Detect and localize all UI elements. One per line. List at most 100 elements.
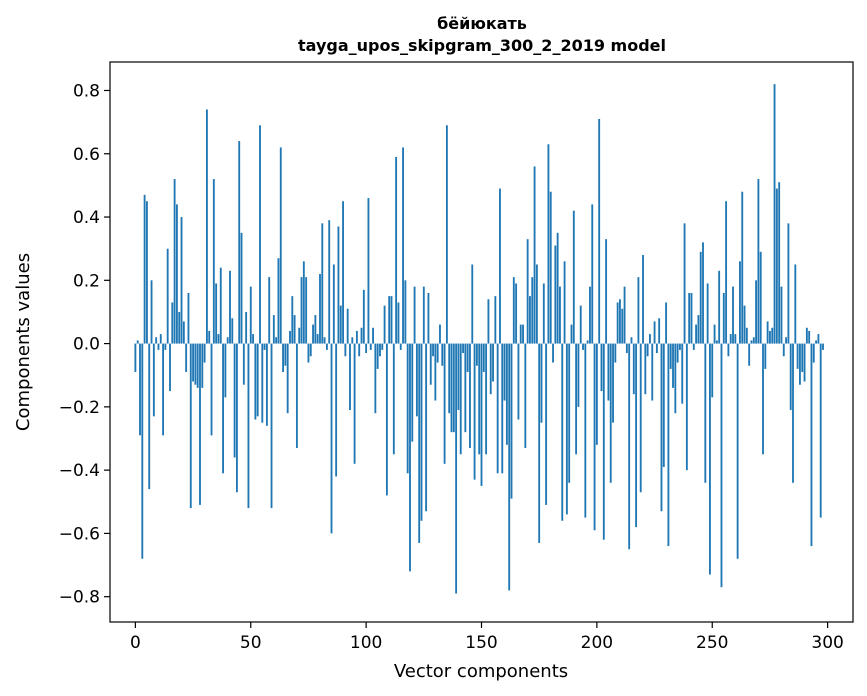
bar bbox=[789, 343, 792, 411]
bar bbox=[215, 283, 218, 344]
bar bbox=[600, 343, 603, 392]
bar bbox=[415, 343, 418, 417]
bar bbox=[399, 343, 402, 350]
bar bbox=[263, 343, 266, 350]
bar bbox=[432, 343, 434, 357]
bar bbox=[233, 343, 236, 458]
bar bbox=[623, 286, 626, 344]
bar bbox=[732, 286, 734, 344]
bar bbox=[265, 343, 268, 426]
bar bbox=[695, 324, 698, 344]
bar bbox=[679, 343, 681, 350]
bar bbox=[346, 308, 349, 344]
bar bbox=[517, 343, 520, 420]
bar bbox=[328, 220, 331, 344]
bar bbox=[434, 343, 437, 401]
bar bbox=[667, 343, 670, 547]
bar bbox=[561, 343, 564, 521]
bar bbox=[302, 261, 305, 344]
bar bbox=[649, 334, 651, 344]
bar bbox=[344, 343, 347, 357]
bar bbox=[136, 340, 139, 344]
bar bbox=[335, 343, 338, 477]
bar bbox=[450, 343, 453, 433]
bar bbox=[778, 182, 781, 344]
bar bbox=[508, 343, 511, 591]
bar bbox=[496, 343, 499, 474]
bar bbox=[148, 343, 151, 490]
bar bbox=[819, 343, 822, 518]
bar bbox=[369, 343, 372, 350]
bar bbox=[342, 201, 344, 344]
bar bbox=[390, 296, 393, 344]
bar bbox=[134, 343, 137, 373]
bar bbox=[681, 343, 684, 404]
bar bbox=[406, 343, 409, 474]
bar bbox=[762, 343, 764, 455]
bar bbox=[632, 343, 635, 395]
bar bbox=[254, 343, 257, 420]
bar bbox=[722, 292, 725, 344]
bar bbox=[674, 343, 677, 414]
y-tick-label: −0.8 bbox=[59, 588, 100, 608]
bar bbox=[402, 147, 404, 344]
bar bbox=[203, 343, 206, 363]
bar bbox=[595, 343, 598, 445]
bar bbox=[522, 324, 524, 344]
bar bbox=[501, 343, 504, 474]
bar bbox=[612, 343, 614, 423]
bar bbox=[185, 343, 188, 373]
bar bbox=[295, 343, 298, 448]
x-tick-label: 50 bbox=[240, 633, 262, 653]
bar bbox=[683, 223, 686, 344]
bar bbox=[259, 125, 261, 344]
bar bbox=[676, 343, 679, 363]
bar bbox=[466, 343, 469, 373]
bar bbox=[570, 324, 573, 344]
bar bbox=[319, 273, 321, 344]
bar bbox=[143, 194, 146, 344]
bar bbox=[376, 343, 379, 369]
bar bbox=[445, 125, 448, 344]
bar bbox=[526, 239, 529, 344]
x-axis-label: Vector components bbox=[394, 661, 568, 682]
bar bbox=[409, 343, 411, 572]
bar bbox=[780, 286, 783, 344]
bar bbox=[727, 343, 730, 357]
bar bbox=[307, 343, 310, 363]
bar bbox=[801, 343, 804, 373]
bar bbox=[621, 308, 624, 344]
chart-title: бёйюкать bbox=[437, 14, 527, 33]
bar bbox=[625, 343, 628, 354]
x-tick-label: 100 bbox=[350, 633, 382, 653]
bar bbox=[256, 343, 259, 417]
bar bbox=[309, 343, 312, 357]
bar bbox=[492, 343, 494, 382]
bar bbox=[619, 299, 621, 344]
y-tick-label: 0.6 bbox=[73, 145, 100, 165]
bar bbox=[794, 264, 797, 344]
bar bbox=[630, 337, 633, 344]
y-tick-label: −0.6 bbox=[59, 524, 100, 544]
bar bbox=[425, 343, 428, 512]
bar bbox=[635, 343, 638, 528]
y-tick-label: 0.8 bbox=[73, 81, 100, 101]
bar bbox=[766, 321, 769, 344]
bar bbox=[572, 210, 575, 344]
bar bbox=[796, 343, 799, 369]
bar bbox=[759, 251, 762, 344]
bar bbox=[150, 280, 153, 344]
bar bbox=[745, 327, 748, 344]
bar bbox=[688, 292, 691, 344]
y-tick-label: −0.4 bbox=[59, 461, 100, 481]
bar bbox=[605, 239, 608, 344]
bar bbox=[422, 286, 425, 344]
bar bbox=[752, 337, 755, 344]
bar bbox=[764, 343, 767, 369]
bar bbox=[803, 343, 806, 382]
bar bbox=[238, 141, 241, 344]
bar bbox=[822, 343, 824, 350]
bar bbox=[182, 321, 185, 344]
bar bbox=[771, 327, 774, 344]
bar bbox=[584, 343, 587, 518]
